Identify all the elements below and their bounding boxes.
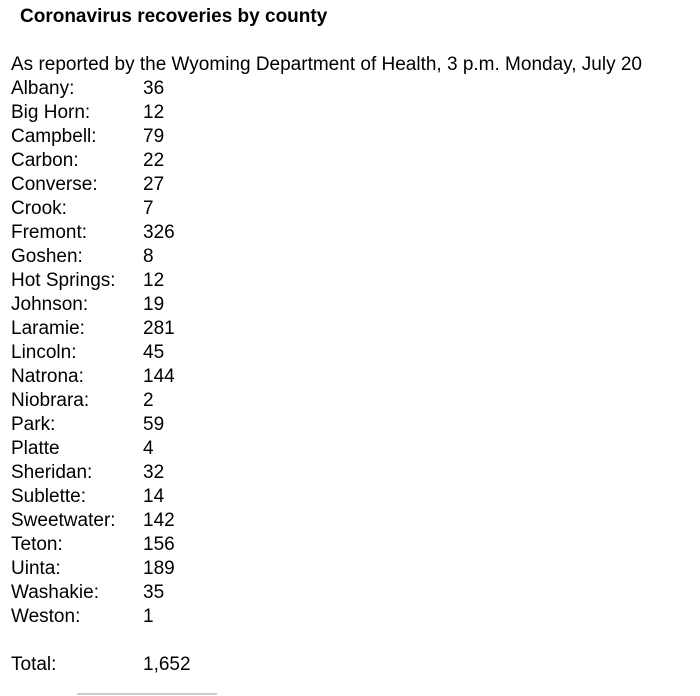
table-row: Washakie: 35 (11, 581, 700, 605)
county-name: Goshen: (11, 246, 83, 267)
county-value: 4 (143, 438, 154, 459)
county-name: Uinta: (11, 558, 61, 579)
table-row: Goshen: 8 (11, 245, 700, 269)
county-name: Campbell: (11, 126, 97, 147)
county-name: Big Horn: (11, 102, 91, 123)
total-row: Total: 1,652 (11, 653, 700, 677)
report-subtitle: As reported by the Wyoming Department of… (11, 54, 642, 75)
table-row: Natrona: 144 (11, 365, 700, 389)
county-value: 189 (143, 558, 175, 579)
county-name: Albany: (11, 78, 75, 99)
bottom-divider (77, 693, 217, 695)
document-content: Coronavirus recoveries by county As repo… (11, 6, 700, 677)
county-value: 8 (143, 246, 154, 267)
county-value: 22 (143, 150, 165, 171)
county-value: 19 (143, 294, 165, 315)
county-value: 12 (143, 270, 165, 291)
county-value: 7 (143, 198, 154, 219)
table-row: Platte 4 (11, 437, 700, 461)
table-row: Teton: 156 (11, 533, 700, 557)
table-row: Fremont: 326 (11, 221, 700, 245)
county-value: 32 (143, 462, 165, 483)
county-name: Carbon: (11, 150, 79, 171)
page-title: Coronavirus recoveries by county (20, 6, 328, 27)
table-row: Uinta: 189 (11, 557, 700, 581)
county-value: 59 (143, 414, 165, 435)
county-name: Crook: (11, 198, 67, 219)
table-row: Johnson: 19 (11, 293, 700, 317)
county-value: 45 (143, 342, 165, 363)
county-name: Johnson: (11, 294, 89, 315)
county-name: Fremont: (11, 222, 88, 243)
county-value: 142 (143, 510, 175, 531)
table-row: Crook: 7 (11, 197, 700, 221)
table-row: Sheridan: 32 (11, 461, 700, 485)
table-row: Campbell: 79 (11, 125, 700, 149)
county-value: 35 (143, 582, 165, 603)
county-value: 1 (143, 606, 154, 627)
table-row: Albany: 36 (11, 77, 700, 101)
county-value: 36 (143, 78, 165, 99)
county-name: Hot Springs: (11, 270, 116, 291)
county-value: 326 (143, 222, 175, 243)
county-value: 156 (143, 534, 175, 555)
county-name: Lincoln: (11, 342, 77, 363)
county-value: 79 (143, 126, 165, 147)
table-row: Weston: 1 (11, 605, 700, 629)
county-value: 12 (143, 102, 165, 123)
table-row: Niobrara: 2 (11, 389, 700, 413)
table-row: Sweetwater: 142 (11, 509, 700, 533)
county-name: Weston: (11, 606, 81, 627)
county-name: Sublette: (11, 486, 86, 507)
table-row: Hot Springs: 12 (11, 269, 700, 293)
table-row: Converse: 27 (11, 173, 700, 197)
table-row: Sublette: 14 (11, 485, 700, 509)
table-row: Big Horn: 12 (11, 101, 700, 125)
county-name: Park: (11, 414, 56, 435)
total-value: 1,652 (143, 654, 191, 675)
table-row: Lincoln: 45 (11, 341, 700, 365)
table-row: Carbon: 22 (11, 149, 700, 173)
county-value: 14 (143, 486, 165, 507)
total-label: Total: (11, 654, 57, 675)
table-row: Park: 59 (11, 413, 700, 437)
county-name: Converse: (11, 174, 98, 195)
county-value: 2 (143, 390, 154, 411)
county-name: Washakie: (11, 582, 99, 603)
county-name: Natrona: (11, 366, 84, 387)
county-name: Sheridan: (11, 462, 93, 483)
county-name: Platte (11, 438, 60, 459)
county-name: Sweetwater: (11, 510, 116, 531)
county-value: 144 (143, 366, 175, 387)
county-name: Laramie: (11, 318, 85, 339)
table-row: Laramie: 281 (11, 317, 700, 341)
county-value: 281 (143, 318, 175, 339)
county-name: Niobrara: (11, 390, 90, 411)
county-name: Teton: (11, 534, 63, 555)
county-value: 27 (143, 174, 165, 195)
